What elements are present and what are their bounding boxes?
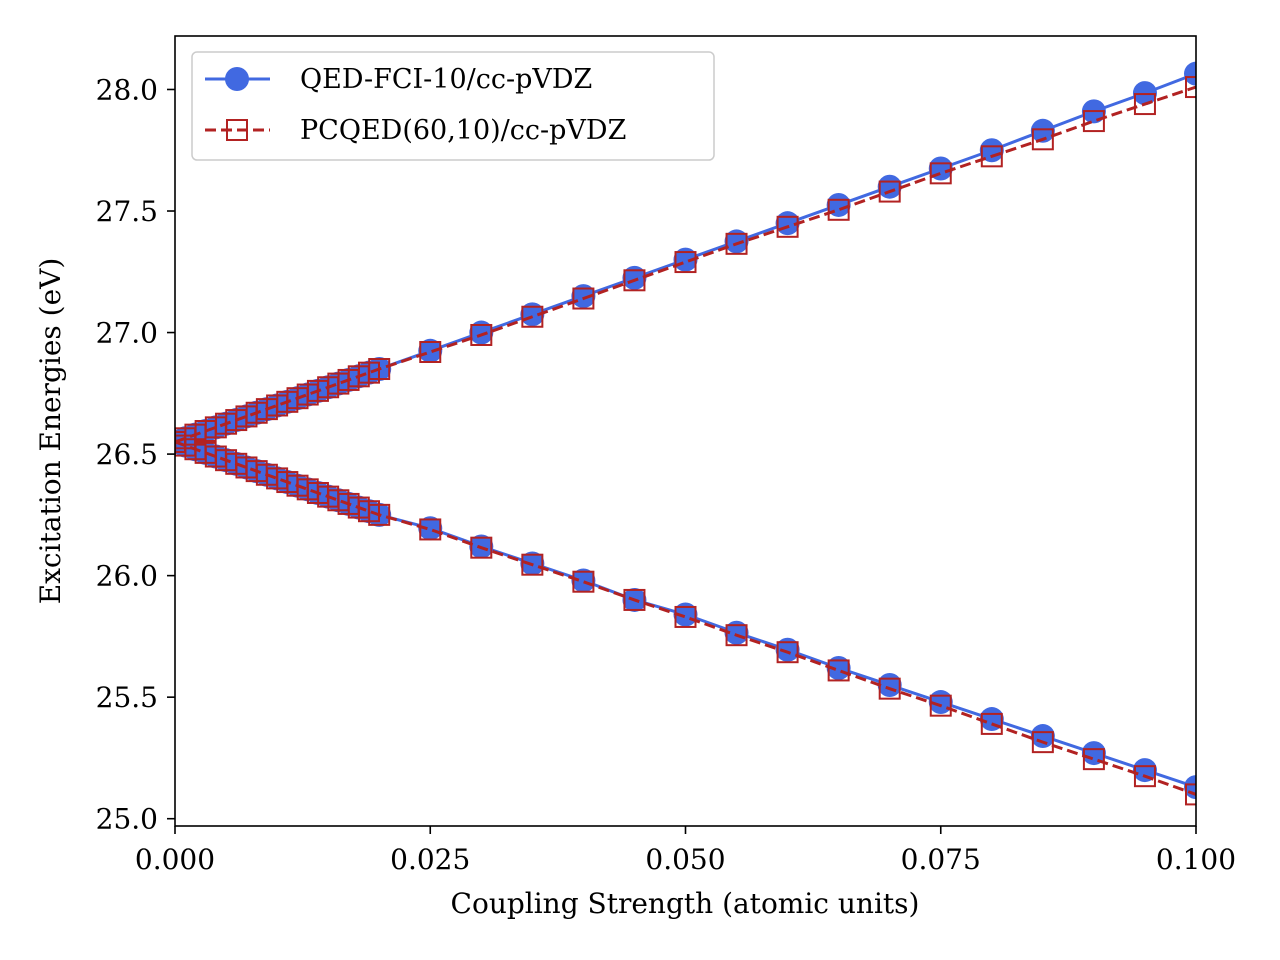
x-tick-label: 0.025: [390, 843, 470, 876]
data-point-pcqed-upper: [572, 287, 595, 310]
y-tick-label: 27.5: [96, 195, 158, 228]
y-tick-label: 25.5: [96, 681, 158, 714]
data-point-pcqed-lower: [929, 694, 952, 717]
data-point-qed-fci-upper: [418, 338, 443, 363]
x-tick-label: 0.050: [645, 843, 725, 876]
data-point-pcqed-lower: [674, 605, 697, 628]
data-point-pcqed-lower: [1185, 783, 1196, 806]
data-point-pcqed-upper: [878, 180, 901, 203]
data-point-pcqed-upper: [827, 198, 850, 221]
data-point-pcqed-lower: [368, 503, 391, 526]
data-point-qed-fci-upper: [1184, 61, 1196, 86]
data-point-pcqed-lower: [827, 659, 850, 682]
data-point-pcqed-upper: [1082, 110, 1105, 133]
legend-label-pcqed: PCQED(60,10)/cc-pVDZ: [300, 115, 626, 146]
data-point-pcqed-upper: [725, 232, 748, 255]
legend: QED-FCI-10/cc-pVDZ PCQED(60,10)/cc-pVDZ: [191, 51, 715, 161]
y-tick-label: 27.0: [96, 317, 158, 350]
data-point-pcqed-upper: [521, 305, 544, 328]
data-point-pcqed-lower: [623, 588, 646, 611]
x-tick-label: 0.075: [901, 843, 981, 876]
x-axis: 0.000 0.025 0.050 0.075 0.100: [135, 826, 1236, 876]
data-point-pcqed-lower: [776, 641, 799, 664]
data-point-pcqed-lower: [572, 570, 595, 593]
data-point-qed-fci-upper: [877, 174, 902, 199]
data-point-pcqed-upper: [470, 323, 493, 346]
data-point-qed-fci-lower: [571, 568, 596, 593]
legend-label-qed-fci: QED-FCI-10/cc-pVDZ: [300, 64, 592, 95]
data-point-pcqed-upper: [980, 145, 1003, 168]
data-point-pcqed-lower: [470, 536, 493, 559]
data-point-pcqed-lower: [1031, 731, 1054, 754]
data-point-qed-fci-lower: [775, 637, 800, 662]
series-layer: [175, 61, 1196, 806]
data-point-pcqed-upper: [776, 215, 799, 238]
y-tick-label: 26.5: [96, 438, 158, 471]
data-point-pcqed-upper: [1133, 93, 1156, 116]
data-point-pcqed-upper: [1185, 76, 1196, 99]
data-point-pcqed-lower: [521, 553, 544, 576]
data-point-pcqed-upper: [623, 269, 646, 292]
data-point-qed-fci-lower: [877, 673, 902, 698]
x-tick-label: 0.100: [1156, 843, 1236, 876]
data-point-pcqed-upper: [368, 358, 391, 381]
data-point-qed-fci-upper: [1030, 118, 1055, 143]
legend-box: [191, 51, 715, 161]
legend-marker-pcqed: [226, 119, 248, 141]
legend-item-pcqed: PCQED(60,10)/cc-pVDZ: [205, 115, 626, 146]
data-point-pcqed-lower: [1082, 748, 1105, 771]
data-point-pcqed-lower: [419, 518, 442, 541]
data-point-pcqed-lower: [725, 624, 748, 647]
data-point-qed-fci-lower: [418, 516, 443, 541]
data-point-qed-fci-lower: [1132, 758, 1157, 783]
legend-marker-qed-fci: [225, 67, 249, 91]
data-point-pcqed-lower: [1133, 765, 1156, 788]
legend-item-qed-fci: QED-FCI-10/cc-pVDZ: [205, 64, 592, 95]
data-point-qed-fci-upper: [979, 138, 1004, 163]
y-axis-label: Excitation Energies (eV): [34, 258, 67, 605]
data-point-pcqed-upper: [1031, 128, 1054, 151]
data-point-qed-fci-lower: [1030, 724, 1055, 749]
x-axis-label: Coupling Strength (atomic units): [451, 887, 920, 920]
y-tick-label: 28.0: [96, 73, 158, 106]
data-point-pcqed-upper: [419, 341, 442, 363]
y-axis: 25.0 25.5 26.0 26.5 27.0 27.5 28.0: [96, 73, 175, 836]
y-tick-label: 25.0: [96, 803, 158, 836]
data-point-pcqed-upper: [929, 162, 952, 185]
data-point-qed-fci-lower: [1081, 741, 1106, 766]
data-point-pcqed-upper: [674, 251, 697, 274]
plot-background: [175, 36, 1196, 826]
data-point-qed-fci-upper: [469, 320, 494, 345]
data-point-pcqed-lower: [980, 712, 1003, 735]
data-point-pcqed-lower: [878, 677, 901, 700]
data-point-qed-fci-upper: [724, 229, 749, 254]
x-tick-label: 0.000: [135, 843, 215, 876]
y-tick-label: 26.0: [96, 560, 158, 593]
